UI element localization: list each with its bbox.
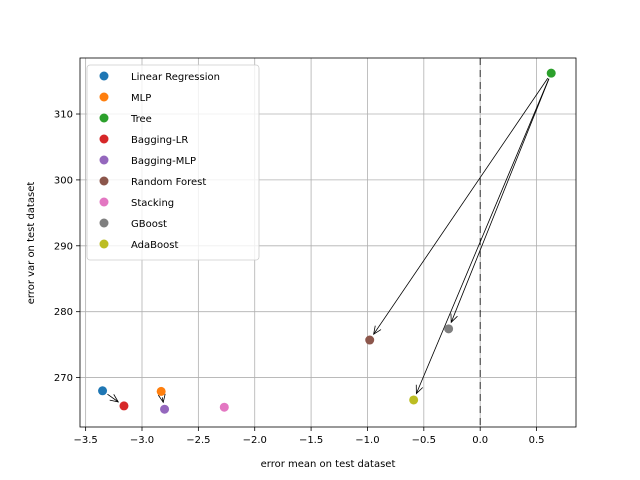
legend-label-bagging-lr: Bagging-LR bbox=[131, 135, 188, 146]
x-tick-label: −3.5 bbox=[73, 435, 97, 446]
legend-label-random-forest: Random Forest bbox=[131, 177, 206, 188]
arrow-head bbox=[415, 384, 423, 395]
axes: −3.5 −3.0 −2.5 −2.0 −1.5 −1.0 −0.5 0.0 0.5 270 280… bbox=[54, 57, 577, 446]
point-gboost bbox=[444, 324, 454, 334]
legend-marker-stacking bbox=[99, 197, 109, 207]
legend-marker-bagging-lr bbox=[99, 134, 109, 144]
legend-label-linear-regression: Linear Regression bbox=[131, 72, 220, 83]
y-tick-label: 310 bbox=[54, 110, 73, 121]
arrow-shaft bbox=[373, 77, 549, 335]
x-tick-label: 0.0 bbox=[472, 435, 488, 446]
x-axis-label: error mean on test dataset bbox=[261, 459, 396, 470]
legend-label-bagging-mlp: Bagging-MLP bbox=[131, 156, 196, 167]
arrow bbox=[107, 393, 120, 403]
arrow-head bbox=[109, 394, 120, 403]
arrow-shaft bbox=[416, 78, 550, 394]
legend-label-adaboost: AdaBoost bbox=[131, 240, 178, 251]
point-bagging-mlp bbox=[160, 404, 170, 414]
point-linear-regression bbox=[98, 386, 108, 396]
arrow bbox=[450, 78, 550, 324]
legend-label-gboost: GBoost bbox=[131, 219, 167, 230]
point-mlp bbox=[156, 386, 166, 396]
x-tick-label: −3.0 bbox=[130, 435, 154, 446]
arrow bbox=[157, 393, 166, 404]
x-tick-label: −0.5 bbox=[412, 435, 436, 446]
arrow-shaft bbox=[107, 393, 119, 403]
legend-marker-mlp bbox=[99, 92, 109, 102]
arrow-shaft bbox=[450, 78, 550, 323]
x-tick-label: −2.5 bbox=[186, 435, 210, 446]
y-tick-label: 290 bbox=[54, 241, 73, 252]
x-tick-label: 0.5 bbox=[529, 435, 545, 446]
x-tick-label: −2.0 bbox=[243, 435, 267, 446]
legend-marker-adaboost bbox=[99, 239, 109, 249]
y-tick-label: 280 bbox=[54, 307, 73, 318]
legend-marker-bagging-mlp bbox=[99, 155, 109, 165]
legend-marker-gboost bbox=[99, 218, 109, 228]
legend-marker-tree bbox=[99, 113, 109, 123]
y-tick-label: 300 bbox=[54, 175, 73, 186]
point-tree bbox=[546, 68, 556, 78]
point-random-forest bbox=[365, 335, 375, 345]
x-tick-label: −1.5 bbox=[299, 435, 323, 446]
y-axis-label: error var on test dataset bbox=[26, 182, 37, 305]
y-tick-label: 270 bbox=[54, 373, 73, 384]
arrow bbox=[415, 78, 550, 395]
legend-box bbox=[86, 64, 260, 261]
plot-frame bbox=[79, 57, 577, 428]
point-adaboost bbox=[409, 395, 419, 405]
legend-marker-random-forest bbox=[99, 176, 109, 186]
legend: Linear Regression MLP Tree Bagging-LR Baggin… bbox=[86, 64, 260, 261]
arrows bbox=[107, 77, 550, 404]
point-bagging-lr bbox=[119, 401, 129, 411]
legend-label-tree: Tree bbox=[130, 114, 152, 125]
point-stacking bbox=[219, 402, 229, 412]
legend-label-mlp: MLP bbox=[131, 93, 151, 104]
arrow-head bbox=[450, 313, 458, 324]
legend-label-stacking: Stacking bbox=[131, 198, 174, 209]
legend-marker-linear-regression bbox=[99, 71, 109, 81]
arrow-head bbox=[373, 325, 382, 336]
arrow-head bbox=[157, 393, 166, 404]
data-points bbox=[98, 68, 556, 414]
arrow bbox=[373, 77, 549, 336]
x-tick-label: −1.0 bbox=[355, 435, 379, 446]
